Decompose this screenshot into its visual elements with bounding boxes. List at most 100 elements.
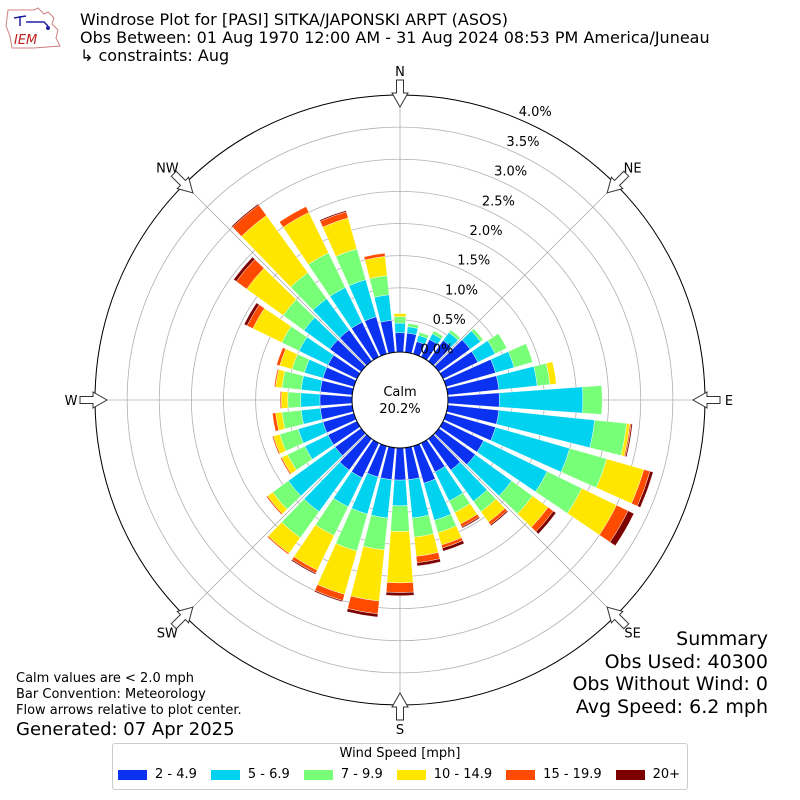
bar-100-2 bbox=[589, 419, 627, 456]
bar-120-5 bbox=[609, 510, 635, 547]
legend-entries: 2 - 4.9 5 - 6.9 7 - 9.9 10 - 14.9 15 - 19.9 2… bbox=[118, 767, 694, 782]
legend: Wind Speed [mph] 2 - 4.9 5 - 6.9 7 - 9.9 10… bbox=[112, 743, 688, 790]
legend-swatch bbox=[118, 769, 147, 780]
bar-50-2 bbox=[471, 328, 484, 342]
grid-spoke bbox=[433, 433, 616, 616]
radial-tick-label: 4.0% bbox=[519, 105, 552, 120]
bar-140-5 bbox=[490, 510, 509, 527]
bar-200-5 bbox=[314, 590, 344, 603]
direction-label-s: S bbox=[396, 723, 404, 738]
bar-260-2 bbox=[281, 409, 304, 430]
bar-270-2 bbox=[287, 391, 302, 409]
bar-250-4 bbox=[272, 435, 281, 455]
bar-90-0 bbox=[447, 392, 500, 408]
bar-220-4 bbox=[267, 535, 290, 555]
direction-label-e: E bbox=[725, 394, 733, 409]
bar-310-5 bbox=[233, 256, 256, 282]
bar-0-2 bbox=[393, 316, 407, 324]
flow-arrow-icon bbox=[170, 606, 194, 630]
radial-tick-label: 0.0% bbox=[420, 343, 453, 358]
radial-tick-label: 3.5% bbox=[506, 135, 539, 150]
bar-0-1 bbox=[394, 322, 406, 334]
summary-obs-without-wind: Obs Without Wind: 0 bbox=[572, 673, 768, 695]
legend-item: 15 - 19.9 bbox=[506, 767, 602, 782]
direction-label-w: W bbox=[65, 394, 78, 409]
summary-block: Summary Obs Used: 40300 Obs Without Wind… bbox=[572, 628, 768, 718]
bar-70-2 bbox=[508, 343, 533, 368]
legend-label: 10 - 14.9 bbox=[433, 767, 493, 782]
bar-300-5 bbox=[243, 302, 260, 326]
legend-label: 2 - 4.9 bbox=[155, 767, 197, 782]
iem-logo: IEM bbox=[5, 7, 61, 49]
bar-340-5 bbox=[319, 210, 347, 222]
legend-label: 5 - 6.9 bbox=[247, 767, 290, 782]
bar-270-0 bbox=[319, 394, 353, 406]
bar-110-5 bbox=[637, 470, 654, 508]
flow-arrow-icon bbox=[606, 606, 630, 630]
direction-label-ne: NE bbox=[624, 161, 642, 176]
radial-tick-label: 1.0% bbox=[445, 283, 478, 298]
bar-10-2 bbox=[407, 323, 419, 329]
legend-item: 10 - 14.9 bbox=[396, 767, 493, 782]
bar-180-4 bbox=[386, 582, 414, 593]
flow-arrow-icon bbox=[391, 691, 409, 721]
bar-240-4 bbox=[280, 457, 292, 475]
flow-arrow-icon bbox=[391, 79, 409, 109]
calm-label: Calm bbox=[383, 385, 416, 400]
bar-280-2 bbox=[281, 370, 304, 391]
bar-260-4 bbox=[272, 412, 279, 432]
direction-label-n: N bbox=[395, 65, 405, 80]
summary-title: Summary bbox=[676, 628, 768, 650]
legend-label: 20+ bbox=[652, 767, 681, 782]
bar-190-2 bbox=[363, 514, 389, 551]
legend-item: 7 - 9.9 bbox=[303, 767, 383, 782]
note-flow: Flow arrows relative to plot center. bbox=[16, 703, 242, 718]
legend-swatch bbox=[396, 769, 426, 780]
bar-260-1 bbox=[300, 408, 323, 425]
bar-330-4 bbox=[279, 206, 310, 228]
legend-label: 7 - 9.9 bbox=[340, 767, 383, 782]
direction-label-sw: SW bbox=[157, 627, 178, 642]
legend-item: 20+ bbox=[615, 767, 681, 782]
bar-160-5 bbox=[441, 540, 465, 552]
direction-label-nw: NW bbox=[156, 161, 179, 176]
legend-label: 15 - 19.9 bbox=[543, 767, 602, 782]
bar-180-2 bbox=[390, 505, 410, 532]
bar-180-5 bbox=[385, 591, 415, 596]
bar-90-2 bbox=[582, 385, 603, 415]
flow-arrow-icon bbox=[691, 391, 721, 409]
bar-290-4 bbox=[276, 347, 287, 366]
bar-280-4 bbox=[274, 368, 279, 388]
note-convention: Bar Convention: Meteorology bbox=[16, 687, 206, 702]
bar-0-3 bbox=[393, 313, 407, 318]
bar-80-3 bbox=[546, 361, 557, 385]
chart-title: Windrose Plot for [PASI] SITKA/JAPONSKI … bbox=[80, 10, 508, 29]
constraints: ↳ constraints: Aug bbox=[80, 46, 230, 65]
legend-title: Wind Speed [mph] bbox=[339, 746, 461, 761]
bar-40-2 bbox=[448, 329, 461, 341]
legend-item: 2 - 4.9 bbox=[118, 767, 197, 782]
flow-arrow-icon bbox=[170, 170, 194, 194]
generated-date: Generated: 07 Apr 2025 bbox=[16, 719, 235, 740]
flow-arrow-icon bbox=[606, 170, 630, 194]
legend-item: 5 - 6.9 bbox=[210, 767, 290, 782]
grid-spoke bbox=[184, 433, 367, 616]
bar-270-1 bbox=[300, 392, 321, 408]
calm-value: 20.2% bbox=[379, 402, 420, 417]
bar-350-3 bbox=[364, 256, 388, 279]
bar-170-2 bbox=[411, 514, 434, 538]
bar-180-0 bbox=[394, 447, 406, 481]
legend-swatch bbox=[615, 769, 645, 780]
bar-180-3 bbox=[386, 530, 414, 584]
bar-320-5 bbox=[231, 203, 260, 228]
bar-180-1 bbox=[392, 479, 408, 507]
note-calm: Calm values are < 2.0 mph bbox=[16, 671, 195, 686]
legend-swatch bbox=[506, 769, 536, 780]
notes-block: Calm values are < 2.0 mph Bar Convention… bbox=[16, 671, 242, 719]
bar-270-3 bbox=[281, 391, 289, 409]
legend-swatch bbox=[303, 769, 333, 780]
bar-30-2 bbox=[431, 330, 444, 340]
flow-arrow-icon bbox=[79, 391, 109, 409]
bar-270-4 bbox=[279, 391, 282, 409]
